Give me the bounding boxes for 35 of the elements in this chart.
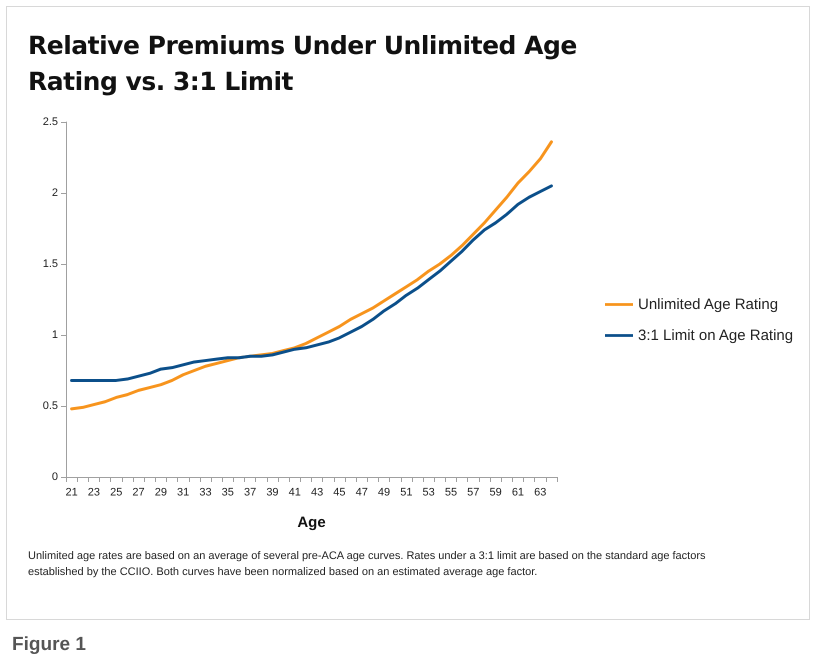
x-tick-label: 43 <box>310 486 324 498</box>
x-tick-label: 33 <box>199 486 212 498</box>
y-tick-label: 2 <box>52 187 58 199</box>
x-tick-label: 47 <box>356 486 368 498</box>
caption: Figure 1 <box>12 634 86 656</box>
x-tick-label: 27 <box>132 486 145 498</box>
x-tick-label: 41 <box>288 486 301 498</box>
text: Unlimited age rates are based on an average of several pre-ACA age curves. Rates under a 3:1 limit are based on the standard age factors established by the CCIIO. Both curves have been normalized based on an estimated average age factor. <box>28 549 707 580</box>
x-tick-label: 57 <box>467 486 480 498</box>
y-tick-label: 1 <box>52 329 58 341</box>
x-tick-label: 45 <box>333 486 346 498</box>
x-tick-label: 55 <box>444 486 458 498</box>
x-tick-label: 29 <box>154 486 167 498</box>
x-tick-label: 21 <box>65 486 78 498</box>
y-tick-label: 1.5 <box>42 258 58 270</box>
x-tick-label: 39 <box>266 486 279 498</box>
x-axis-title: Age <box>297 514 326 531</box>
x-tick-label: 49 <box>378 486 390 498</box>
y-tick-label: 0.5 <box>42 400 58 412</box>
x-tick-label: 25 <box>110 486 122 498</box>
y-tick-label: 0 <box>52 471 58 483</box>
x-tick-label: 53 <box>422 486 435 498</box>
x-tick-label: 35 <box>222 486 234 498</box>
x-tick-label: 61 <box>512 486 524 498</box>
chart-title: Relative Premiums Under Unlimited Age Rating vs. 3:1 Limit <box>28 30 578 98</box>
y-tick-label: 2.5 <box>42 116 58 128</box>
x-tick-label: 59 <box>490 486 502 498</box>
x-tick-label: 37 <box>244 486 256 498</box>
x-tick-label: 31 <box>177 486 190 498</box>
x-tick-label: 51 <box>400 486 412 498</box>
x-tick-label: 23 <box>88 486 100 498</box>
line-series <box>70 184 553 382</box>
legend-label: Unlimited Age Rating <box>638 296 778 313</box>
legend-label: 3:1 Limit on Age Rating <box>638 327 794 344</box>
x-tick-label: 63 <box>534 486 546 498</box>
